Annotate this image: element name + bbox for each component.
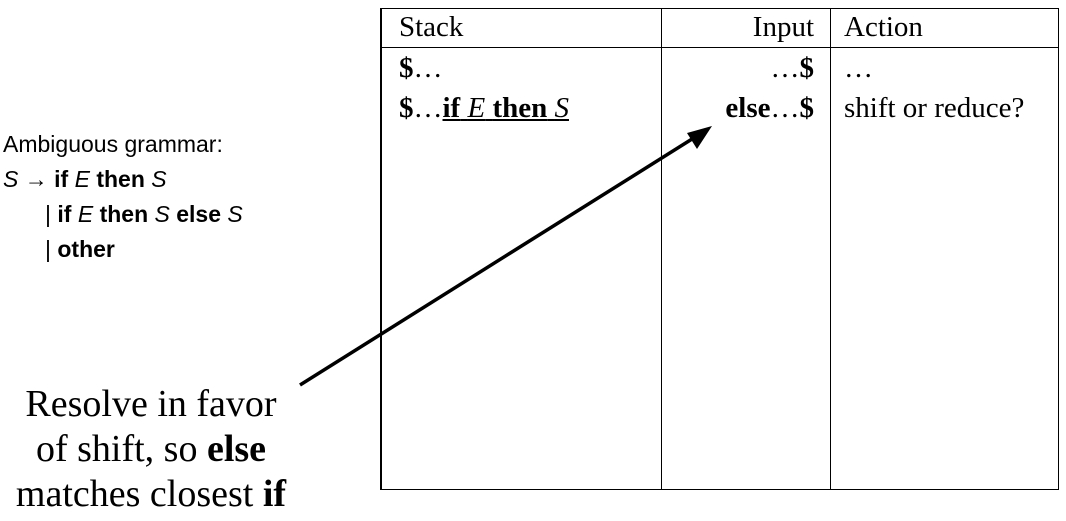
row1-input-dots: … — [770, 52, 800, 84]
row2-stack-E: E — [467, 92, 486, 124]
g1-S: S — [3, 166, 19, 192]
row2-input-else: else — [725, 92, 771, 124]
header-divider — [382, 47, 1058, 48]
g2-S: S — [154, 201, 170, 227]
header-input: Input — [752, 11, 814, 43]
row1-action: … — [844, 52, 873, 84]
caption-line-1: Resolve in favor — [25, 383, 277, 425]
row2-action: shift or reduce? — [844, 92, 1025, 124]
g2-S2: S — [227, 201, 243, 227]
g2-E: E — [77, 201, 94, 227]
grammar-title: Ambiguous grammar: — [3, 131, 223, 157]
caption-l3-if: if — [262, 473, 287, 515]
g1-if: if — [54, 166, 69, 192]
header-action: Action — [844, 11, 923, 43]
g1-arrow: → — [24, 166, 48, 192]
row2-stack-handle: if E then S — [443, 92, 569, 124]
row2-stack-dots: … — [413, 92, 443, 124]
caption-l2-text: of shift, so — [35, 428, 198, 470]
caption-l3-text: matches closest — [15, 473, 254, 515]
caption: Resolve in favor of shift, so else match… — [0, 382, 302, 517]
header-stack: Stack — [399, 11, 464, 43]
g1-S2: S — [151, 166, 167, 192]
parse-table: Stack Input Action $… …$ … $…if E then S… — [380, 8, 1059, 490]
row1-input: …$ — [771, 50, 815, 86]
row2-input-dots: … — [770, 92, 800, 124]
row1-stack: $… — [399, 50, 443, 86]
g2-then: then — [99, 201, 149, 227]
row2-input-dollar: $ — [799, 92, 815, 124]
row2-stack: $…if E then S — [399, 90, 569, 126]
row1-input-dollar: $ — [799, 52, 815, 84]
g3-other: other — [57, 236, 115, 262]
grammar-line-2: | if E then S else S — [3, 197, 243, 232]
column-divider-input-action — [830, 9, 831, 489]
row2-stack-if: if — [442, 92, 461, 124]
g1-E: E — [74, 166, 90, 192]
grammar-line-3: | other — [3, 232, 243, 267]
caption-line-3: matches closest if — [0, 472, 302, 517]
grammar-block: Ambiguous grammar: S → if E then S | if … — [3, 127, 243, 267]
g2-else: else — [176, 201, 222, 227]
caption-l2-else: else — [206, 428, 267, 470]
row2-stack-dollar: $ — [399, 92, 414, 124]
g3-bar: | — [45, 236, 51, 262]
row1-stack-dollar: $ — [399, 52, 414, 84]
row2-input: else…$ — [725, 90, 814, 126]
column-divider-stack-input — [661, 9, 662, 489]
row1-stack-dots: … — [413, 52, 443, 84]
caption-line-2: of shift, so else — [0, 427, 302, 472]
g1-then: then — [96, 166, 145, 192]
row2-stack-then: then — [492, 92, 548, 124]
g2-if: if — [57, 201, 72, 227]
g2-bar: | — [45, 201, 51, 227]
grammar-line-1: S → if E then S — [3, 162, 243, 197]
row2-stack-S: S — [554, 92, 569, 124]
